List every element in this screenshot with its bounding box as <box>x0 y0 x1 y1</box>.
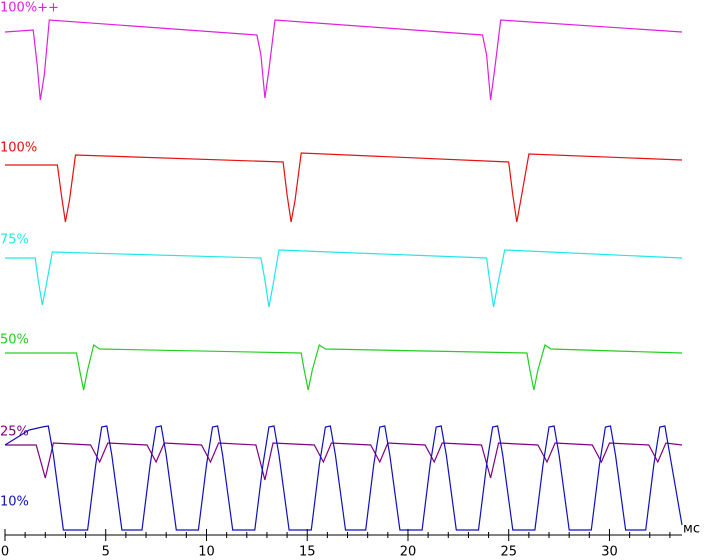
x-tick-label: 10 <box>198 545 215 560</box>
trace <box>5 249 683 308</box>
x-tick-label: 30 <box>601 545 618 560</box>
trace <box>4 19 683 101</box>
x-axis-label: мс <box>683 522 700 537</box>
trace <box>5 442 683 481</box>
series-label: 25% <box>0 425 29 440</box>
x-tick-label: 0 <box>1 545 9 560</box>
series-label: 100%++ <box>0 1 59 16</box>
trace <box>4 425 683 531</box>
x-tick-label: 15 <box>299 545 316 560</box>
series-label: 75% <box>0 233 29 248</box>
x-tick-label: 20 <box>400 545 417 560</box>
series-label: 50% <box>0 333 29 348</box>
trace <box>5 152 683 223</box>
series-label: 10% <box>0 495 29 510</box>
trace <box>5 344 683 391</box>
x-tick-label: 5 <box>102 545 110 560</box>
series-label: 100% <box>0 141 37 156</box>
x-tick-label: 25 <box>500 545 517 560</box>
